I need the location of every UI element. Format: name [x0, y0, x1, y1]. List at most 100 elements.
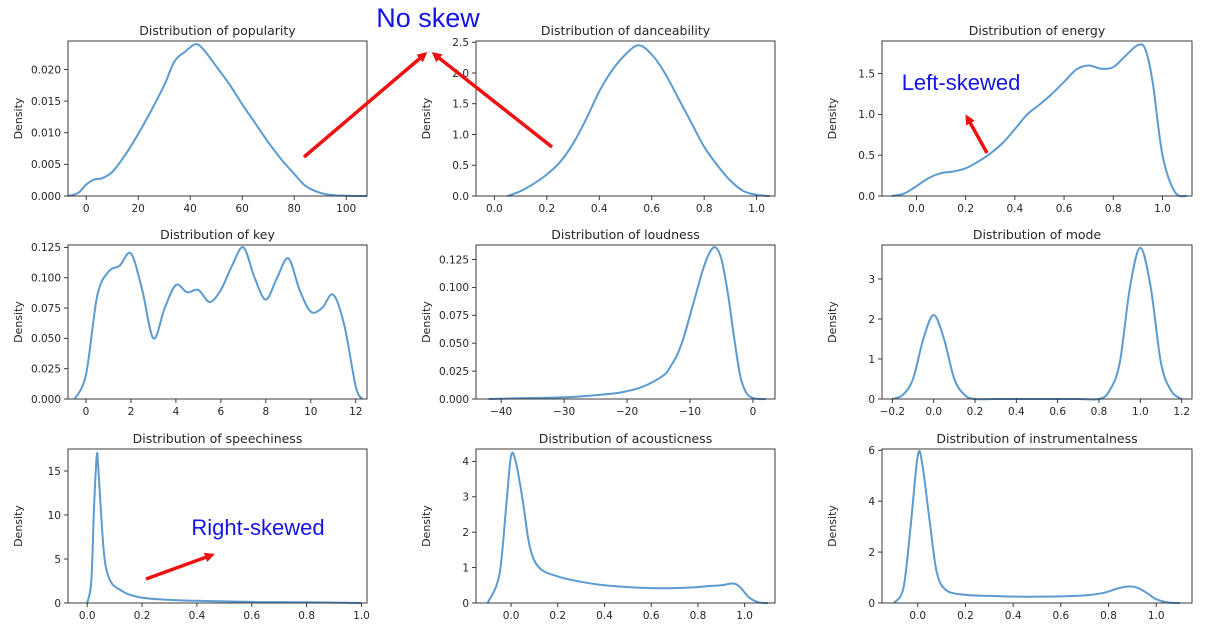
y-tick-label: 2.5: [452, 37, 469, 49]
y-tick-label: 0.050: [31, 333, 61, 345]
x-tick-label: 0.6: [643, 203, 660, 215]
y-tick-label: 3: [462, 492, 469, 504]
y-tick-label: 0: [54, 598, 61, 610]
x-tick-label: 0.2: [967, 406, 984, 418]
y-tick-label: 4: [868, 496, 875, 508]
x-tick-label: 0.4: [591, 203, 608, 215]
x-tick-label: 1.0: [1132, 406, 1149, 418]
x-tick-label: 0.4: [596, 610, 613, 622]
left-skewed-label: Left-skewed: [902, 70, 1021, 95]
y-tick-label: 0.5: [452, 160, 469, 172]
subplot-0: Distribution of popularity Density 0 20 40 60…: [12, 23, 368, 215]
y-tick-label: 0.0: [858, 191, 875, 203]
subplot-title: Distribution of popularity: [139, 23, 296, 38]
x-tick-label: 1.0: [1148, 610, 1165, 622]
x-tick-label: 0.0: [79, 610, 96, 622]
y-tick-label: 10: [48, 510, 61, 522]
y-tick-label: 0.000: [439, 394, 469, 406]
x-tick-label: 0.6: [1049, 406, 1066, 418]
x-tick-label: 2: [128, 406, 135, 418]
y-tick-label: 0.125: [31, 242, 61, 254]
density-curve: [67, 43, 368, 198]
y-tick-label: 0: [462, 598, 469, 610]
y-tick-label: 1.5: [858, 68, 875, 80]
y-axis-label: Density: [420, 97, 433, 139]
x-tick-label: 20: [132, 203, 145, 215]
y-tick-label: 0.020: [31, 64, 61, 76]
annotation-arrows: [145, 52, 989, 581]
x-tick-label: 0.8: [298, 610, 315, 622]
subplot-title: Distribution of loudness: [551, 227, 700, 242]
y-tick-label: 1: [868, 354, 875, 366]
y-tick-label: 1.5: [452, 99, 469, 111]
x-tick-label: 0.8: [1100, 610, 1117, 622]
x-tick-label: −0.2: [880, 406, 906, 418]
x-tick-label: 4: [173, 406, 180, 418]
x-tick-label: 0.6: [1056, 203, 1073, 215]
axes-frame: [881, 448, 1193, 604]
y-tick-label: 0.005: [31, 159, 61, 171]
x-tick-label: 10: [304, 406, 317, 418]
density-curve: [893, 450, 1181, 604]
no-skew-arrow-left: [302, 52, 428, 159]
axes-frame: [475, 244, 776, 400]
y-axis-label: Density: [826, 505, 839, 547]
density-curve: [891, 246, 1183, 401]
y-tick-label: 0.000: [31, 191, 61, 203]
x-tick-label: 0: [750, 406, 757, 418]
y-tick-label: 2: [462, 527, 469, 539]
x-tick-label: 6: [218, 406, 225, 418]
x-tick-label: 0.8: [1091, 406, 1108, 418]
x-tick-label: −40: [490, 406, 512, 418]
x-tick-label: 0.4: [189, 610, 206, 622]
y-tick-label: 0.010: [31, 128, 61, 140]
x-tick-label: 0.2: [549, 610, 566, 622]
x-tick-label: 0.8: [690, 610, 707, 622]
x-tick-label: 0.8: [696, 203, 713, 215]
x-tick-label: 0.4: [1005, 610, 1022, 622]
subplot-7: Distribution of acousticness Density 0.0 0.…: [420, 431, 776, 622]
y-tick-label: 5: [54, 554, 61, 566]
y-tick-label: 0.125: [439, 254, 469, 266]
y-axis-label: Density: [420, 301, 433, 343]
x-tick-label: 1.0: [1154, 203, 1171, 215]
y-tick-label: 2: [868, 314, 875, 326]
x-tick-label: 0.4: [1007, 203, 1024, 215]
x-tick-label: 0.0: [925, 406, 942, 418]
subplot-2: Distribution of energy Density 0.0 0.2 0.4 0.…: [826, 23, 1193, 215]
subplot-title: Distribution of acousticness: [539, 431, 712, 446]
y-axis-label: Density: [12, 97, 25, 139]
x-tick-label: 0.4: [1008, 406, 1025, 418]
annotation-labels: No skew Left-skewed Right-skewed: [191, 3, 1020, 540]
x-tick-label: 100: [336, 203, 356, 215]
axes-frame: [67, 244, 368, 400]
subplot-4: Distribution of loudness Density −40 −30 −20…: [420, 227, 776, 418]
x-tick-label: 0.2: [957, 203, 974, 215]
x-tick-label: 0.8: [1105, 203, 1122, 215]
x-tick-label: 1.0: [353, 610, 370, 622]
x-tick-label: 8: [262, 406, 269, 418]
y-tick-label: 0: [868, 394, 875, 406]
subplot-3: Distribution of key Density 0 2 4 6 8 10 12 0.000…: [12, 227, 368, 418]
y-tick-label: 0.100: [31, 273, 61, 285]
subplot-title: Distribution of danceability: [541, 23, 711, 38]
x-tick-label: 0.6: [243, 610, 260, 622]
x-tick-label: 0.2: [957, 610, 974, 622]
x-tick-label: −30: [553, 406, 575, 418]
subplot-title: Distribution of mode: [973, 227, 1102, 242]
x-tick-label: 60: [236, 203, 249, 215]
density-curve: [486, 451, 769, 604]
x-tick-label: 1.0: [736, 610, 753, 622]
x-tick-label: −10: [679, 406, 701, 418]
x-tick-label: 0.0: [909, 610, 926, 622]
y-axis-label: Density: [826, 301, 839, 343]
y-tick-label: 6: [868, 445, 875, 457]
y-tick-label: 15: [48, 466, 61, 478]
axes-frame: [475, 40, 776, 197]
x-tick-label: 0.0: [908, 203, 925, 215]
density-curve: [73, 246, 364, 400]
y-tick-label: 0.025: [439, 366, 469, 378]
y-tick-label: 0.075: [31, 303, 61, 315]
